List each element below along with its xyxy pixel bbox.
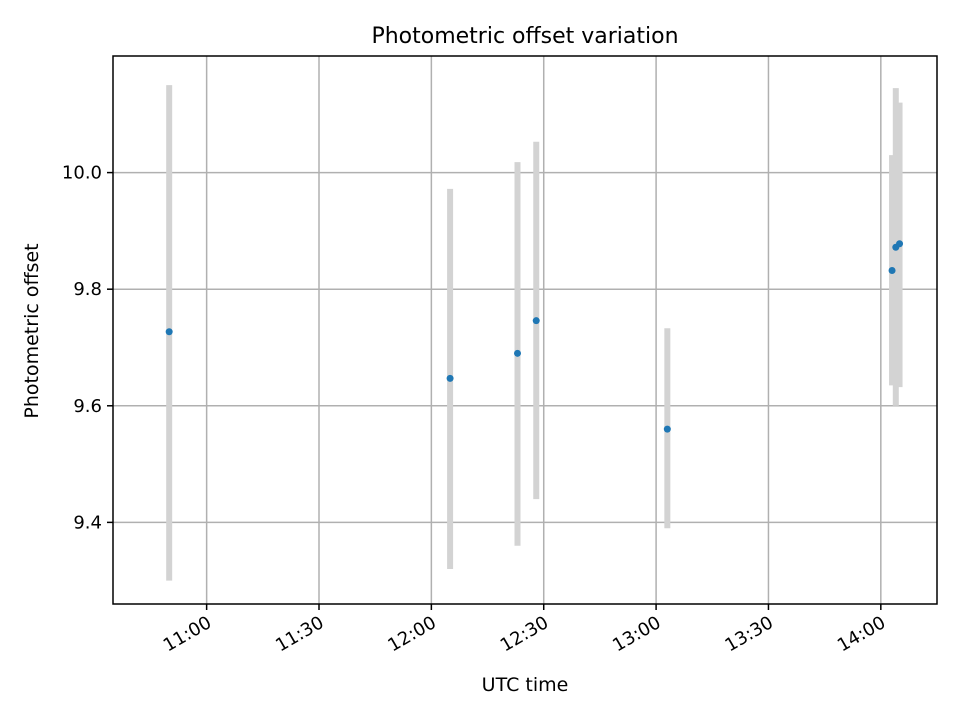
data-point	[663, 425, 671, 433]
data-point	[896, 240, 904, 248]
y-tick-label: 10.0	[62, 163, 102, 184]
data-point	[532, 317, 540, 325]
data-points	[165, 240, 904, 433]
plot-frame	[112, 55, 938, 605]
data-point	[514, 349, 522, 357]
x-tick-label: 12:00	[384, 612, 439, 656]
x-tick-label: 11:30	[272, 612, 327, 656]
x-axis-label: UTC time	[482, 674, 569, 696]
grid	[113, 56, 937, 604]
error-bars	[166, 85, 903, 581]
axis-ticks: 11:00 11:30 12:00 12:30 13:00 13:30 14:00 9.4 9.…	[62, 163, 889, 657]
x-tick-label: 11:00	[160, 612, 215, 656]
chart-title: Photometric offset variation	[371, 24, 678, 49]
x-tick-label: 14:00	[834, 612, 889, 656]
y-tick-label: 9.8	[73, 279, 102, 300]
y-tick-label: 9.4	[73, 512, 102, 533]
y-tick-label: 9.6	[73, 396, 102, 417]
y-axis-label: Photometric offset	[21, 243, 43, 418]
data-point	[165, 328, 173, 336]
x-tick-label: 13:30	[722, 612, 777, 656]
x-tick-label: 12:30	[497, 612, 552, 656]
x-tick-label: 13:00	[609, 612, 664, 656]
data-point	[446, 374, 454, 382]
data-point	[888, 267, 896, 275]
